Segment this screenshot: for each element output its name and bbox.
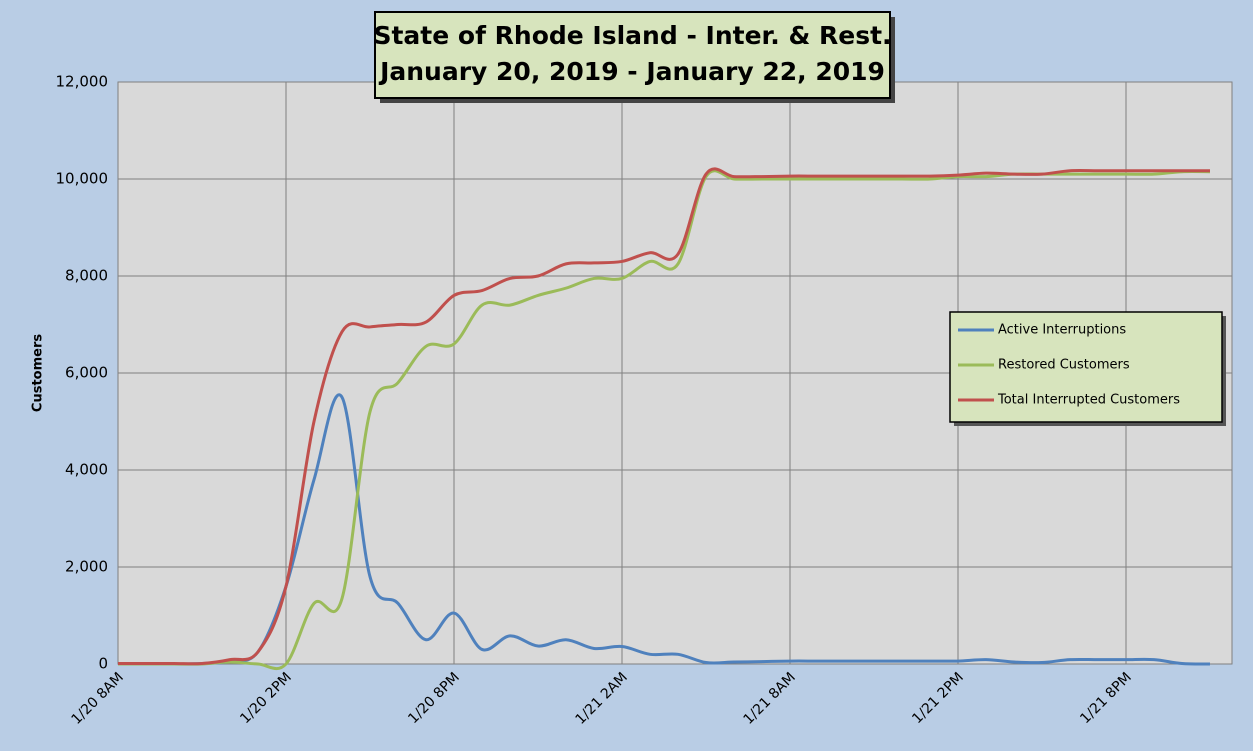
y-tick-label: 4,000	[65, 461, 108, 479]
y-tick-label: 2,000	[65, 558, 108, 576]
chart-title: State of Rhode Island - Inter. & Rest.	[373, 21, 891, 50]
y-tick-label: 12,000	[56, 73, 109, 91]
legend-label: Total Interrupted Customers	[997, 393, 1180, 408]
series-line	[118, 167, 1210, 666]
title-box	[374, 11, 891, 99]
y-tick-label: 0	[98, 655, 108, 673]
y-tick-label: 8,000	[65, 267, 108, 285]
chart-title: January 20, 2019 - January 22, 2019	[378, 57, 885, 86]
y-tick-label: 10,000	[56, 170, 109, 188]
legend	[949, 311, 1223, 423]
y-axis-label: Customers	[31, 334, 46, 412]
legend-label: Restored Customers	[998, 358, 1130, 373]
y-tick-label: 6,000	[65, 364, 108, 382]
series-line	[118, 393, 1211, 666]
legend-label: Active Interruptions	[998, 323, 1126, 338]
